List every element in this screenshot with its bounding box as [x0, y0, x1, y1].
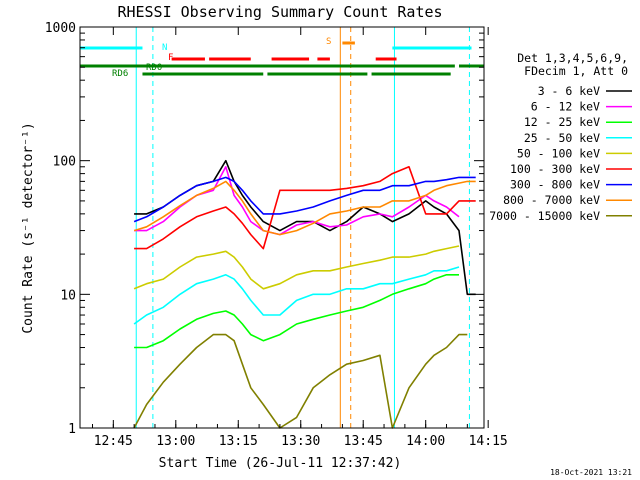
x-tick-label-0: 12:45 [94, 434, 133, 449]
x-tick-label-4: 13:45 [344, 434, 383, 449]
series-line-5 [134, 166, 476, 250]
legend-label-0: 3 - 6 keV [538, 84, 600, 98]
series-line-6 [133, 176, 476, 223]
x-tick-label-6: 14:15 [469, 434, 508, 449]
state-label-n: N [162, 43, 167, 53]
series-line-4 [133, 245, 460, 290]
legend-header-1: FDecim 1, Att 0 [524, 64, 628, 78]
series-line-2 [134, 274, 459, 349]
axes: 12:45 13:00 13:15 13:30 13:45 14:00 14:15 1 10 10… [45, 21, 508, 449]
legend-label-7: 800 - 7000 keV [503, 193, 600, 207]
x-tick-label-3: 13:30 [281, 434, 320, 449]
x-axis-label: Start Time (26-Jul-11 12:37:42) [159, 456, 402, 471]
legend-header-0: Det 1,3,4,5,6,9, [517, 51, 628, 65]
state-label-rd6: RD6 [112, 69, 128, 79]
legend-label-2: 12 - 25 keV [524, 115, 600, 129]
y-tick-label-3: 1000 [45, 21, 76, 36]
series-line-8 [133, 333, 468, 429]
y-tick-label-2: 100 [53, 155, 76, 170]
legend-label-8: 7000 - 15000 keV [489, 209, 600, 223]
y-tick-label-1: 10 [60, 288, 76, 303]
plot-frame [79, 26, 485, 429]
series-line-3 [133, 266, 460, 325]
legend-label-6: 300 - 800 keV [510, 178, 600, 192]
state-label-rd0: RD0 [146, 63, 162, 73]
legend: Det 1,3,4,5,6,9,FDecim 1, Att 0 3 - 6 keV… [489, 51, 632, 223]
legend-label-5: 100 - 300 keV [510, 162, 600, 176]
state-label-s: S [326, 37, 331, 47]
legend-label-1: 6 - 12 keV [531, 100, 600, 114]
plot-area: NF S RD0 RD6 [80, 27, 484, 429]
legend-label-4: 50 - 100 keV [517, 146, 600, 160]
x-tick-label-1: 13:00 [156, 434, 195, 449]
y-axis-label: Count Rate (s⁻¹ detector⁻¹) [21, 122, 36, 333]
x-tick-label-5: 14:00 [406, 434, 445, 449]
chart-title: RHESSI Observing Summary Count Rates [117, 3, 442, 21]
legend-label-3: 25 - 50 keV [524, 131, 600, 145]
y-tick-label-0: 1 [68, 422, 76, 437]
timestamp: 18-Oct-2021 13:21 [550, 468, 632, 477]
state-label-f: F [168, 53, 173, 63]
series-line-7 [133, 180, 476, 236]
x-tick-label-2: 13:15 [219, 434, 258, 449]
